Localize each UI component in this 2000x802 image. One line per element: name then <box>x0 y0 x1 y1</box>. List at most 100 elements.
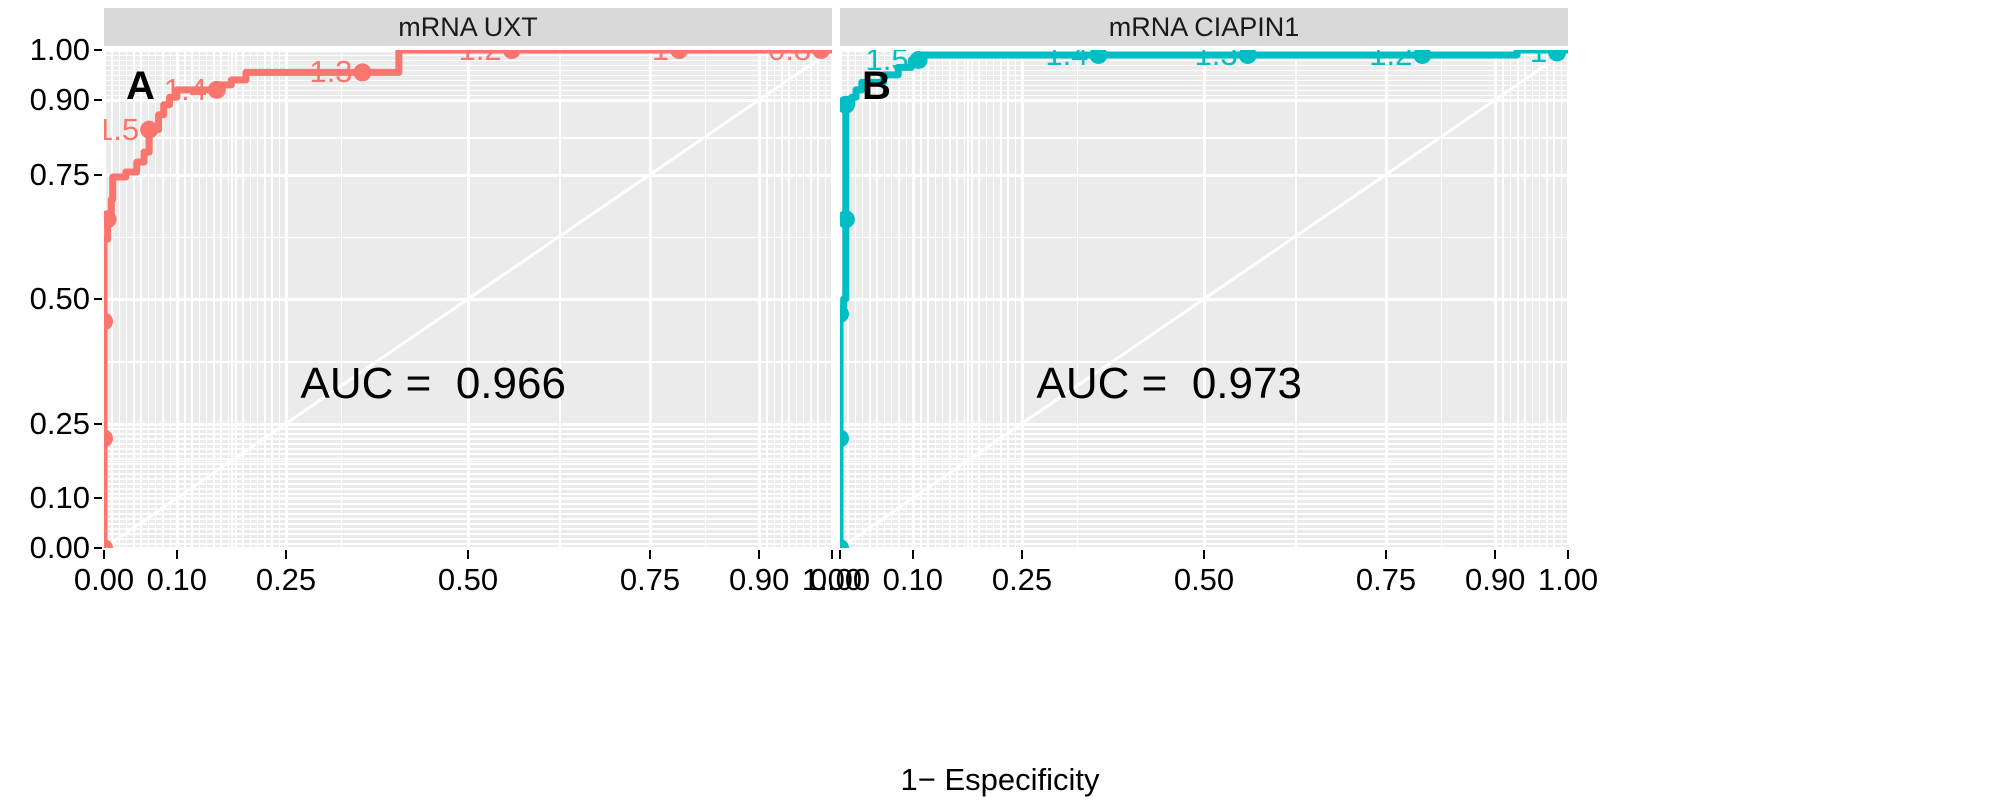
panel-strip-title: mRNA UXT <box>398 11 538 42</box>
y-tick-label: 0.00 <box>29 530 90 565</box>
x-tick-mark <box>285 550 287 559</box>
y-tick-mark <box>94 49 102 51</box>
x-tick-mark <box>1385 550 1387 559</box>
panel-strip-title: mRNA CIAPIN1 <box>1108 11 1300 42</box>
reference-diagonal <box>840 50 1568 548</box>
y-tick-label: 1.00 <box>29 32 90 67</box>
roc-threshold-point[interactable] <box>670 50 689 59</box>
auc-annotation: AUC = 0.973 <box>1036 358 1302 408</box>
major-gridline-v <box>1385 50 1388 548</box>
x-tick-label: 0.90 <box>729 562 790 597</box>
roc-threshold-label: 1.3 <box>309 54 353 90</box>
x-tick-label: 0.50 <box>437 562 499 597</box>
roc-curve-svg <box>104 50 832 548</box>
roc-threshold-point[interactable] <box>353 63 372 82</box>
major-gridline-v <box>1494 50 1498 548</box>
roc-threshold-label: 1.5 <box>865 50 909 77</box>
roc-threshold-point[interactable] <box>840 95 855 114</box>
roc-threshold-label: 1.2 <box>459 50 502 68</box>
roc-threshold-point[interactable] <box>1089 50 1108 64</box>
roc-threshold-point[interactable] <box>502 50 521 59</box>
major-gridline-v <box>911 50 915 548</box>
roc-threshold-label: 1.3 <box>1194 50 1238 72</box>
x-tick-label: 0.75 <box>1355 562 1417 597</box>
y-axis-ticks: 0.00 0.10 0.25 0.50 0.75 0.90 1.00 <box>0 0 104 802</box>
roc-threshold-point[interactable] <box>104 210 117 229</box>
y-tick-mark <box>94 173 102 176</box>
major-gridline-v <box>649 50 652 548</box>
major-gridline-v <box>1021 50 1024 548</box>
y-tick-mark <box>94 547 102 549</box>
roc-threshold-point[interactable] <box>207 80 226 99</box>
x-tick-label: 0.10 <box>882 562 943 597</box>
panel-letter: B <box>862 64 891 108</box>
y-tick-mark <box>94 422 102 425</box>
roc-threshold-point[interactable] <box>140 120 159 139</box>
roc-threshold-point[interactable] <box>840 539 849 548</box>
major-gridline-v <box>285 50 288 548</box>
x-tick-mark <box>1494 550 1497 559</box>
x-tick-mark <box>103 550 105 559</box>
x-tick-label: 0.25 <box>991 562 1053 597</box>
roc-panel-b: mRNA CIAPIN1Inf2.72.32.11.81.51.41.31.21… <box>840 8 1568 548</box>
x-tick-label: 0.00 <box>809 562 871 597</box>
major-gridline-v <box>1567 50 1568 548</box>
x-tick-mark <box>831 550 833 559</box>
roc-threshold-label: 1.4 <box>1045 50 1089 72</box>
auc-annotation: AUC = 0.966 <box>300 358 566 408</box>
roc-threshold-point[interactable] <box>840 304 849 323</box>
major-gridline-v <box>831 50 832 548</box>
roc-threshold-point[interactable] <box>812 50 831 59</box>
x-tick-mark <box>649 550 651 559</box>
roc-threshold-point[interactable] <box>840 210 855 229</box>
x-tick-mark <box>758 550 761 559</box>
roc-threshold-label: 1 <box>652 50 669 68</box>
plot-area: Inf2.32.11.71.51.41.31.210.8AAUC = 0.966 <box>104 50 832 548</box>
roc-threshold-label: 0.8 <box>768 50 811 68</box>
x-tick-label: 1.00 <box>1537 562 1599 597</box>
x-tick-label: 0.25 <box>255 562 317 597</box>
y-tick-mark <box>94 497 102 500</box>
roc-threshold-label: 1.2 <box>1369 50 1413 72</box>
x-tick-label: 0.50 <box>1173 562 1235 597</box>
roc-threshold-label: 1.5 <box>104 111 140 147</box>
x-tick-label: 0.00 <box>73 562 135 597</box>
x-tick-label: 0.10 <box>146 562 207 597</box>
x-tick-mark <box>911 550 914 559</box>
y-tick-label: 0.25 <box>29 405 90 441</box>
x-tick-mark <box>175 550 178 559</box>
roc-threshold-point[interactable] <box>104 539 113 548</box>
major-gridline-v <box>175 50 179 548</box>
x-tick-mark <box>1567 550 1569 559</box>
roc-threshold-point[interactable] <box>104 312 113 331</box>
roc-threshold-point[interactable] <box>1548 50 1567 62</box>
x-axis-title: 1− Especificity <box>900 762 1100 797</box>
roc-threshold-point[interactable] <box>909 50 928 69</box>
panel-letter: A <box>126 64 155 108</box>
reference-diagonal <box>104 50 832 548</box>
roc-threshold-point[interactable] <box>1413 50 1432 64</box>
y-tick-label: 0.75 <box>29 156 90 192</box>
roc-threshold-label: 1.4 <box>163 71 207 107</box>
y-tick-label: 0.50 <box>29 281 90 316</box>
roc-curve-svg <box>840 50 1568 548</box>
roc-threshold-label: 1 <box>1529 50 1548 70</box>
x-tick-mark <box>1203 550 1205 559</box>
roc-panel-a: mRNA UXTInf2.32.11.71.51.41.31.210.8AAUC… <box>104 8 832 548</box>
roc-threshold-point[interactable] <box>104 429 113 448</box>
x-tick-label: 0.75 <box>619 562 681 597</box>
y-tick-mark <box>94 298 102 300</box>
x-tick-label: 1.00 <box>801 562 863 597</box>
x-tick-mark <box>1021 550 1023 559</box>
panel-strip-header: mRNA CIAPIN1 <box>840 8 1568 46</box>
major-gridline-v <box>758 50 762 548</box>
x-tick-label: 0.90 <box>1465 562 1526 597</box>
y-tick-label: 0.10 <box>29 480 90 516</box>
roc-threshold-point[interactable] <box>1238 50 1257 64</box>
y-tick-label: 0.90 <box>29 81 90 117</box>
x-tick-mark <box>839 550 841 559</box>
roc-threshold-point[interactable] <box>840 429 849 448</box>
y-tick-mark <box>94 98 102 101</box>
